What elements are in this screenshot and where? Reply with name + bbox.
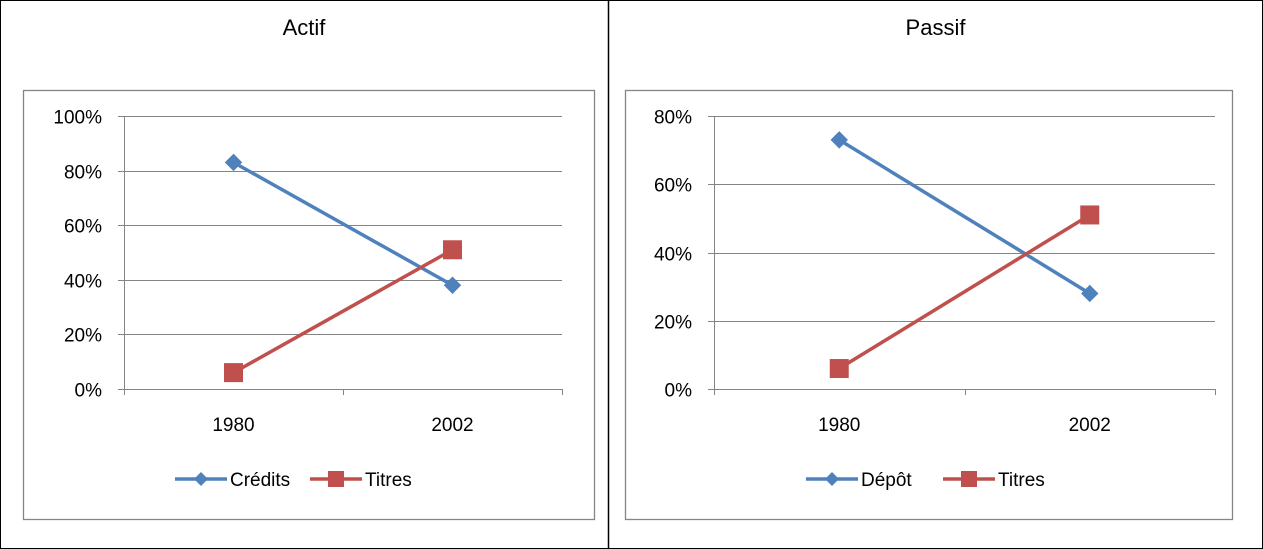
y-tick-label: 80% [654,108,692,129]
y-tick-label: 0% [665,381,693,402]
chart-frame [624,89,1234,521]
legend-label-1: Titres [998,470,1045,491]
y-tick-label: 40% [654,245,692,266]
data-point-diamond [1081,284,1099,303]
legend-marker-diamond [825,472,839,486]
series-line-0 [838,138,1091,295]
data-point-square [1080,205,1100,225]
chart-title-actif: Actif [282,15,326,40]
chart-passif: 0% 20% 40% 60% 80% 1980 2002 Dépôt Titres [624,89,1234,521]
y-tick-label: 100% [53,108,102,129]
data-point-diamond [224,153,243,172]
y-tick-label: 80% [64,163,102,184]
chart-title-passif: Passif [905,15,966,40]
legend-marker-square [328,471,344,487]
table-cell-actif: Actif [0,0,608,549]
chart-actif: 0% 20% 40% 60% 80% 100% 1980 2002 Crédits Titres [22,89,596,521]
x-tick-label: 1980 [818,415,860,436]
series-line-1 [232,248,454,375]
legend-label-0: Crédits [230,470,290,491]
data-point-square [443,240,462,260]
y-tick-label: 60% [64,217,102,238]
legend-label-0: Dépôt [861,470,912,491]
chart-frame [22,89,596,521]
data-point-square [224,363,243,383]
series-line-0 [232,160,454,287]
y-tick-label: 60% [654,176,692,197]
data-point-diamond [830,131,848,149]
y-tick-label: 40% [64,272,102,293]
legend-marker-diamond [194,472,208,486]
y-tick-label: 20% [64,326,102,347]
series-line-1 [838,213,1091,371]
data-point-diamond [443,276,462,294]
y-tick-label: 20% [654,313,692,334]
table-cell-passif: Passif [608,0,1263,549]
y-tick-label: 0% [75,381,103,402]
data-point-square [829,359,849,379]
x-tick-label: 2002 [431,415,473,436]
x-tick-label: 2002 [1069,415,1111,436]
legend-label-1: Titres [365,470,412,491]
legend-marker-square [961,471,977,487]
x-tick-label: 1980 [212,415,254,436]
